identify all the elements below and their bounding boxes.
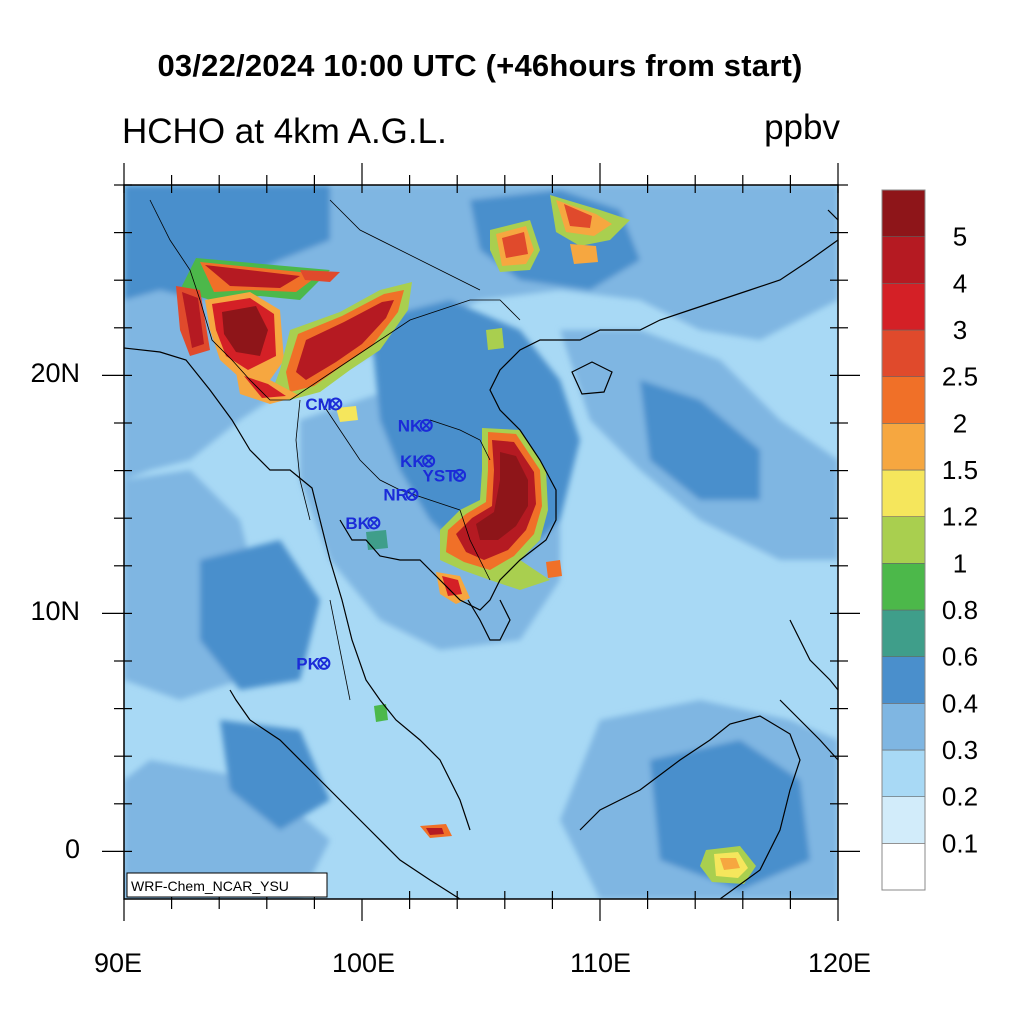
colorbar-segment [881,423,926,471]
colorbar-segment [881,516,926,564]
plume-borneo [700,846,756,884]
colorbar-label: 0.6 [942,642,978,672]
plume-sumatra [366,530,452,838]
station-label: NR [383,485,408,504]
colorbar-segment [881,703,926,751]
colorbar-segment [881,189,926,237]
colorbar-label: 5 [953,222,967,252]
station-marker-icon [453,468,467,482]
plume-myanmar [176,258,412,422]
colorbar-label: 0.4 [942,688,978,718]
station-pk: PK [296,654,331,673]
plot-frame [123,184,839,900]
colorbar-label: 0.8 [942,595,978,625]
colorbar-segment [881,656,926,704]
watermark-box [126,872,328,898]
colorbar-label: 2.5 [942,362,978,392]
colorbar-label: 2 [953,408,967,438]
colorbar-label: 4 [953,268,967,298]
station-label: BK [345,514,370,533]
y-tick-label: 0 [64,834,80,865]
colorbar-segment [881,376,926,424]
colorbar-label: 0.2 [942,782,978,812]
x-tick-label: 90E [94,948,143,978]
colorbar-label: 1.5 [942,455,978,485]
station-label: PK [296,654,320,673]
y-tick-label: 10N [30,596,80,627]
plume-south-china [486,195,630,350]
station-marker-icon [405,487,419,501]
colorbar-label: 3 [953,315,967,345]
station-marker-icon [419,418,433,432]
colorbar-segment [881,236,926,284]
y-tick-label: 20N [30,358,80,389]
station-marker-icon [317,656,331,670]
coastlines [124,209,838,899]
units-label: ppbv [764,108,840,147]
colorbar-segment [881,796,926,844]
plume-indochina [436,428,562,604]
station-bk: BK [345,514,381,533]
colorbar-label: 0.3 [942,735,978,765]
station-yst: YST [423,466,467,485]
x-tick-label: 110E [570,948,632,978]
x-tick-label: 100E [332,948,396,978]
colorbar-label: 1 [953,548,967,578]
x-tick-label: 120E [808,948,872,978]
colorbar: 0.1 0.2 0.3 0.4 0.6 0.8 1 1.2 1.5 2 2.5 3 4 5 [881,189,978,891]
colorbar-segment [881,469,926,517]
colorbar-label: 1.2 [942,502,978,532]
station-nr: NR [383,485,419,504]
colorbar-segment [881,563,926,611]
concentration-field [124,185,838,899]
map-title: 03/22/2024 10:00 UTC (+46hours from star… [157,48,803,83]
station-marker-icon [422,454,436,468]
colorbar-segment [881,843,926,891]
station-nk: NK [398,416,433,435]
station-label: YST [423,466,457,485]
axis-ticks [102,163,860,921]
colorbar-label: 0.1 [942,828,978,858]
station-label: KK [400,452,425,471]
station-kk: KK [400,452,436,471]
station-marker-icon [367,516,381,530]
watermark-text: WRF-Chem_NCAR_YSU [131,878,289,894]
borders [149,199,521,701]
colorbar-segment [881,329,926,377]
colorbar-segment [881,609,926,657]
station-marker-icon [329,397,343,411]
colorbar-segment [881,283,926,331]
station-label: NK [398,416,423,435]
station-label: CM [305,395,331,414]
colorbar-segment [881,749,926,797]
field-label: HCHO at 4km A.G.L. [122,112,447,151]
station-cm: CM [305,395,343,414]
